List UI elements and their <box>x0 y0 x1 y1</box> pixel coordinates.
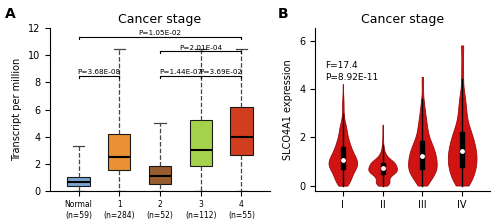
Text: A: A <box>5 7 16 21</box>
Text: P=1.44E-07: P=1.44E-07 <box>159 69 202 75</box>
Text: F=17.4
P=8.92E-11: F=17.4 P=8.92E-11 <box>326 61 379 82</box>
PathPatch shape <box>190 120 212 166</box>
Title: Cancer stage: Cancer stage <box>361 13 444 26</box>
PathPatch shape <box>68 177 90 187</box>
PathPatch shape <box>108 134 130 170</box>
Y-axis label: Transcript per million: Transcript per million <box>12 58 22 161</box>
PathPatch shape <box>230 107 252 155</box>
Text: P=1.05E-02: P=1.05E-02 <box>138 30 182 36</box>
Text: B: B <box>278 7 288 21</box>
Text: P=3.68E-08: P=3.68E-08 <box>78 69 120 75</box>
PathPatch shape <box>149 166 171 184</box>
Y-axis label: SLCO4A1 expression: SLCO4A1 expression <box>284 59 294 160</box>
Text: P=3.69E-02: P=3.69E-02 <box>200 69 242 75</box>
Title: Cancer stage: Cancer stage <box>118 13 202 26</box>
Text: P=2.01E-04: P=2.01E-04 <box>179 45 222 51</box>
